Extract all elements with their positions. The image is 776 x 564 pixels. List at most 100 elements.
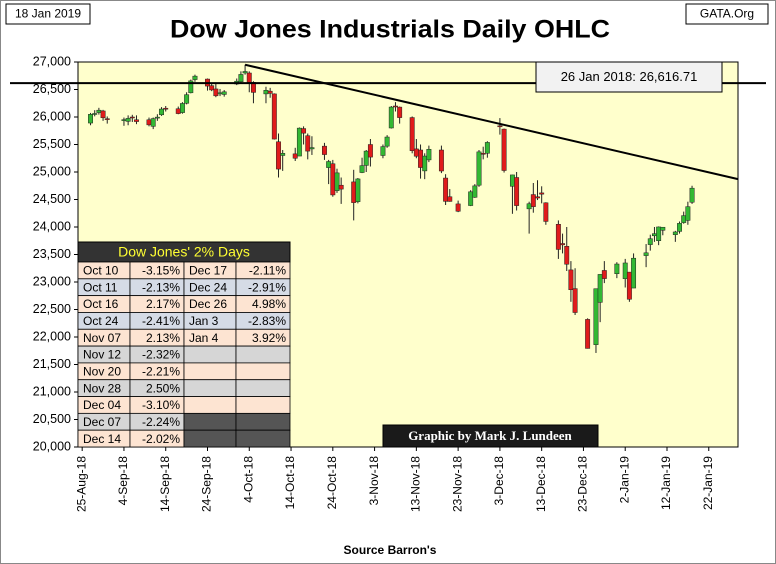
candle-body [539, 192, 545, 195]
x-tick-label: 23-Dec-18 [576, 456, 590, 512]
table-text: 2.17% [146, 297, 180, 311]
candle-body [689, 187, 695, 203]
candle-body [413, 148, 419, 157]
candle-body [213, 88, 219, 97]
table-text: Nov 28 [83, 381, 121, 395]
candle-body [184, 94, 190, 104]
table-text: -2.13% [142, 280, 180, 294]
table-title: Dow Jones' 2% Days [118, 244, 250, 260]
table-cell [183, 362, 237, 381]
candle-body [355, 178, 361, 202]
candle-body [685, 206, 691, 221]
x-tick-label: 22-Jan-19 [701, 456, 715, 510]
x-tick-label: 25-Aug-18 [74, 456, 88, 512]
y-tick-label: 27,000 [33, 54, 71, 68]
candle-body [438, 149, 444, 172]
candle-body [585, 319, 591, 349]
candle-body [271, 93, 277, 140]
candle-body [409, 117, 415, 151]
candle-body [292, 153, 298, 159]
table-text: 4.98% [252, 297, 286, 311]
table-text: -2.41% [142, 314, 180, 328]
date-stamp: 18 Jan 2019 [15, 7, 81, 21]
candle-body [677, 223, 682, 232]
candle-body [543, 202, 549, 222]
candle-body [535, 196, 540, 199]
table-text: -2.32% [142, 348, 180, 362]
candle-body [652, 233, 657, 237]
y-tick-label: 20,000 [33, 439, 71, 453]
candle-body [367, 144, 373, 158]
candle-body [121, 119, 127, 121]
table-text: Dec 26 [189, 297, 227, 311]
table-text: 2.13% [146, 331, 180, 345]
candle-body [397, 106, 403, 118]
candle-body [388, 106, 394, 129]
table-text: Oct 24 [83, 314, 119, 328]
table-text: -2.91% [248, 280, 286, 294]
candle-body [100, 110, 106, 119]
table-text: 3.92% [252, 331, 286, 345]
candle-body [338, 184, 344, 190]
candle-body [622, 262, 628, 279]
candle-body [501, 128, 507, 171]
table-text: -3.10% [142, 398, 180, 412]
candle-body [322, 145, 327, 155]
candle-body [221, 91, 227, 95]
trend-line [244, 63, 739, 181]
candle-body [447, 196, 453, 202]
candle-body [209, 85, 215, 91]
table-text: Nov 20 [83, 364, 121, 378]
candle-body [614, 263, 620, 275]
x-tick-label: 3-Nov-18 [367, 456, 381, 506]
candle-body [647, 238, 653, 245]
table-text: 2.50% [146, 381, 180, 395]
y-tick-label: 23,000 [33, 274, 71, 288]
candle-body [146, 119, 152, 126]
candle-body [242, 71, 248, 74]
candle-body [601, 270, 607, 279]
candle-body [238, 74, 244, 83]
table-cell [235, 396, 291, 414]
annotation-box [535, 61, 723, 93]
date-box [5, 3, 91, 25]
y-tick-label: 20,500 [33, 412, 71, 426]
table-cell [235, 429, 291, 448]
candle-body [497, 125, 503, 128]
candle-body [363, 150, 369, 166]
candle-body [246, 72, 252, 83]
candle-body [455, 203, 461, 212]
candle-body [150, 118, 156, 127]
candle-body [443, 177, 449, 202]
candle-body [422, 155, 428, 172]
table-cell [235, 412, 291, 431]
candle-body [309, 147, 315, 150]
candle-body [129, 116, 135, 119]
table-cell [183, 345, 237, 364]
table-text: Oct 16 [83, 297, 119, 311]
table-cell [235, 362, 291, 381]
candle-body [568, 269, 574, 291]
y-tick-label: 26,500 [33, 82, 71, 96]
candle-body [393, 105, 398, 108]
x-tick-label: 12-Jan-19 [659, 456, 673, 510]
x-tick-label: 14-Oct-18 [283, 456, 297, 510]
candle-body [643, 252, 649, 256]
table-cell [235, 379, 291, 397]
candle-body [92, 113, 98, 115]
table-text: Dec 04 [83, 398, 121, 412]
y-tick-label: 21,000 [33, 384, 71, 398]
candle-body [163, 107, 169, 110]
table-text: Oct 10 [83, 264, 119, 278]
y-tick-label: 22,500 [33, 302, 71, 316]
candle-body [631, 257, 637, 289]
annotation-text: 26 Jan 2018: 26,616.71 [561, 69, 698, 84]
y-tick-label: 24,000 [33, 219, 71, 233]
candle-body [330, 163, 336, 196]
table-text: Dec 17 [189, 264, 227, 278]
table-text: -2.24% [142, 415, 180, 429]
x-tick-label: 4-Sep-18 [116, 456, 130, 506]
site-box [685, 3, 769, 25]
candle-body [472, 185, 478, 198]
table-text: Jan 3 [189, 314, 219, 328]
